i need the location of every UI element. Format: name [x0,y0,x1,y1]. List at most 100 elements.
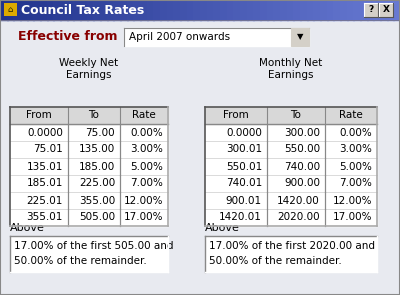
Bar [247,0,254,20]
Bar [373,0,381,20]
Bar [260,0,268,20]
Text: 135.01: 135.01 [27,161,63,171]
Text: 5.00%: 5.00% [130,161,163,171]
Text: 505.00: 505.00 [79,212,115,222]
Text: Above: Above [10,223,45,233]
Bar [60,0,68,20]
Text: Monthly Net
Earnings: Monthly Net Earnings [259,58,323,80]
Bar [307,0,314,20]
Bar [120,0,128,20]
Bar [40,0,48,20]
Bar [300,0,308,20]
Text: 355.01: 355.01 [27,212,63,222]
Bar [205,107,377,226]
Text: 300.00: 300.00 [284,127,320,137]
Bar [379,3,393,17]
Bar [180,0,188,20]
Text: To: To [290,111,302,120]
Bar [253,0,261,20]
Text: 12.00%: 12.00% [124,196,163,206]
Bar [347,0,354,20]
Text: Council Tax Rates: Council Tax Rates [21,4,144,17]
Bar [233,0,241,20]
Text: 300.01: 300.01 [226,145,262,155]
Bar [240,0,248,20]
Bar [80,0,88,20]
Bar [167,0,174,20]
Text: 185.01: 185.01 [27,178,63,189]
Text: 17.00% of the first 505.00 and
50.00% of the remainder.: 17.00% of the first 505.00 and 50.00% of… [14,241,174,266]
Bar [173,0,181,20]
Bar [205,236,377,272]
Text: 2020.00: 2020.00 [277,212,320,222]
Text: 12.00%: 12.00% [332,196,372,206]
Text: 225.01: 225.01 [27,196,63,206]
Text: 17.00%: 17.00% [124,212,163,222]
Text: Effective from: Effective from [18,30,118,43]
Bar [10,236,168,272]
Bar [380,0,388,20]
Bar [140,0,148,20]
Bar [53,0,61,20]
Bar [124,28,309,46]
Bar [100,0,108,20]
Text: 75.00: 75.00 [85,127,115,137]
Bar [10,107,168,124]
Bar [287,0,294,20]
Text: 900.00: 900.00 [284,178,320,189]
Bar [33,0,41,20]
Bar [133,0,141,20]
Text: Weekly Net
Earnings: Weekly Net Earnings [60,58,118,80]
Bar [153,0,161,20]
Text: 0.00%: 0.00% [339,127,372,137]
Text: 1420.00: 1420.00 [277,196,320,206]
Bar [13,0,21,20]
Text: From: From [223,111,249,120]
Bar [200,0,208,20]
Bar [207,0,214,20]
Bar [10,107,168,226]
Text: 3.00%: 3.00% [339,145,372,155]
Bar [280,0,288,20]
Text: 1420.01: 1420.01 [219,212,262,222]
Bar [213,0,221,20]
Bar [193,0,201,20]
Text: 740.00: 740.00 [284,161,320,171]
Bar [227,0,234,20]
Bar [273,0,281,20]
Text: April 2007 onwards: April 2007 onwards [129,32,230,42]
Text: Rate: Rate [132,111,156,120]
Text: Above: Above [205,223,240,233]
Text: ⌂: ⌂ [8,6,13,14]
Bar [220,0,228,20]
Bar [340,0,348,20]
Bar [353,0,361,20]
Bar [4,3,17,16]
Bar [27,0,34,20]
Bar [320,0,328,20]
Text: X: X [382,6,390,14]
Bar [187,0,194,20]
Bar [291,28,309,46]
Text: 75.01: 75.01 [33,145,63,155]
Text: From: From [26,111,52,120]
Bar [367,0,374,20]
Text: 0.0000: 0.0000 [226,127,262,137]
Text: 355.00: 355.00 [79,196,115,206]
Bar [0,0,8,20]
Bar [364,3,378,17]
Bar [360,0,368,20]
Text: 3.00%: 3.00% [130,145,163,155]
Text: 17.00%: 17.00% [332,212,372,222]
Text: 7.00%: 7.00% [339,178,372,189]
Bar [20,0,28,20]
Text: 0.0000: 0.0000 [27,127,63,137]
Text: 5.00%: 5.00% [339,161,372,171]
Text: 900.01: 900.01 [226,196,262,206]
Text: 185.00: 185.00 [79,161,115,171]
Text: 17.00% of the first 2020.00 and
50.00% of the remainder.: 17.00% of the first 2020.00 and 50.00% o… [209,241,375,266]
Text: ?: ? [368,6,374,14]
Bar [333,0,341,20]
Bar [267,0,274,20]
Bar [73,0,81,20]
